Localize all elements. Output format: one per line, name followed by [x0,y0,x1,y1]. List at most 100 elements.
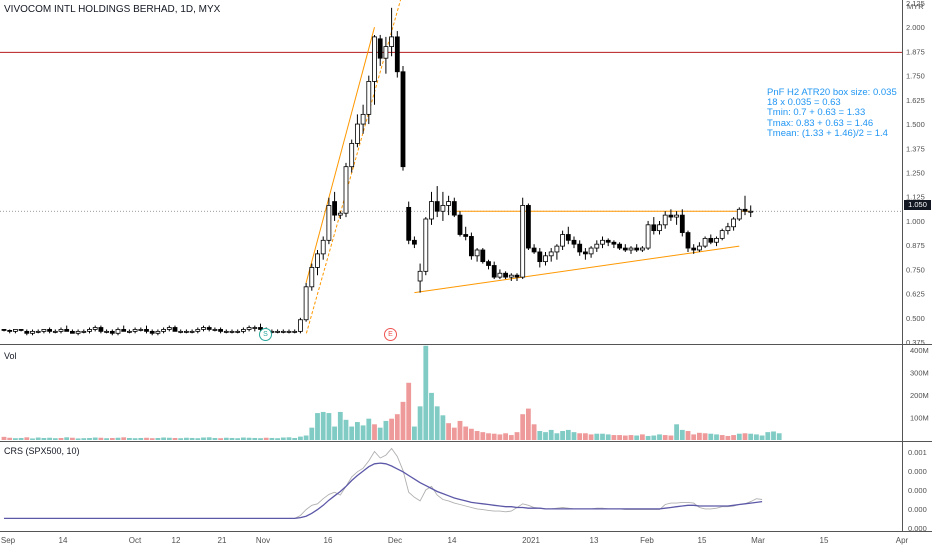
volume-bar [645,435,651,440]
volume-bar [172,437,178,440]
volume-bar [657,434,662,440]
candle-body [138,329,144,331]
candle-body [640,247,645,251]
volume-bar [662,435,668,440]
volume-bar [412,426,417,440]
candle-body [303,286,309,321]
volume-bar [634,435,640,440]
candle-body [354,123,360,144]
price-tick-label: 1.875 [906,47,925,56]
volume-tick-label: 100M [910,414,929,423]
volume-bar [560,431,565,440]
candle-body [389,36,395,47]
candle-body [406,206,412,241]
volume-bar [355,422,360,440]
candle-body [109,330,115,334]
volume-bar [292,437,298,440]
candle-body [377,38,383,59]
volume-bar [457,420,463,440]
x-tick-label: 12 [172,536,181,545]
volume-bar [52,438,58,440]
candle-body [497,272,503,278]
volume-bar [565,429,571,440]
candle-body [451,201,457,216]
price-tick-label: 0.875 [906,241,925,250]
candle-body [571,239,577,245]
volume-bar [326,413,332,440]
volume-bar [18,437,24,440]
candle-body [702,237,708,247]
rally-trendline [305,27,375,284]
candle-body [155,330,161,334]
candle-body [611,241,617,245]
candle-body [526,205,531,249]
candle-body [554,245,560,253]
candle-body [206,327,212,330]
volume-bar [674,424,679,440]
volume-bar [759,435,765,440]
volume-bar [537,431,543,440]
x-tick-label: 14 [59,536,68,545]
volume-bar [474,431,480,440]
volume-bar [668,435,674,440]
candle-body [127,330,132,333]
candle-body [372,36,377,82]
volume-tick-label: 400M [910,346,929,355]
candle-body [189,330,195,333]
candle-body [252,327,258,329]
price-tick-label: 2.125 [906,0,925,8]
candle-body [223,330,229,333]
start-marker[interactable]: S [259,328,272,341]
candle-body [520,205,526,278]
volume-bar [41,437,47,440]
volume-bar [548,429,554,440]
volume-bar [400,401,406,440]
volume-bar [451,427,457,440]
volume-bar [708,433,714,440]
volume-bar [640,434,645,440]
candle-body [537,251,543,263]
candle-body [429,201,434,220]
candle-body [434,201,440,212]
end-marker[interactable]: E [384,328,397,341]
volume-bar [35,437,41,440]
volume-bar [611,435,617,440]
candle-body [149,330,155,334]
volume-bar [7,437,13,440]
volume-bar [87,437,92,440]
pnf-annotation: PnF H2 ATR20 box size: 0.035 18 x 0.035 … [767,87,897,139]
candle-body [645,224,651,249]
annotation-line: Tmin: 0.7 + 0.63 = 1.33 [767,107,866,119]
annotation-line: PnF H2 ATR20 box size: 0.035 [767,87,897,98]
volume-bar [754,434,759,440]
volume-bar [406,382,412,440]
candle-body [195,329,201,332]
price-tick-label: 0.500 [906,314,925,323]
candle-body [514,274,520,278]
volume-bar [508,435,514,440]
price-tick-label: 0.750 [906,265,925,274]
candle-body [417,270,423,282]
candle-body [531,247,537,253]
candle-body [480,249,486,263]
volume-bar [742,433,748,440]
candle-body [104,330,109,333]
volume-bar [617,435,622,440]
candle-body [691,247,697,251]
price-tick-label: 0.625 [906,290,925,299]
candle-body [52,330,58,333]
candle-body [218,329,224,332]
candle-body [697,245,702,251]
candle-body [685,232,691,249]
candle-body [486,261,491,266]
candle-body [1,329,7,331]
volume-bar [588,434,594,440]
candle-body [132,329,138,332]
candle-body [463,234,469,237]
price-tick-label: 1.375 [906,144,925,153]
volume-bar [149,438,155,440]
x-tick-label: Apr [896,536,909,545]
volume-bar [366,418,372,440]
volume-bar [206,437,212,440]
